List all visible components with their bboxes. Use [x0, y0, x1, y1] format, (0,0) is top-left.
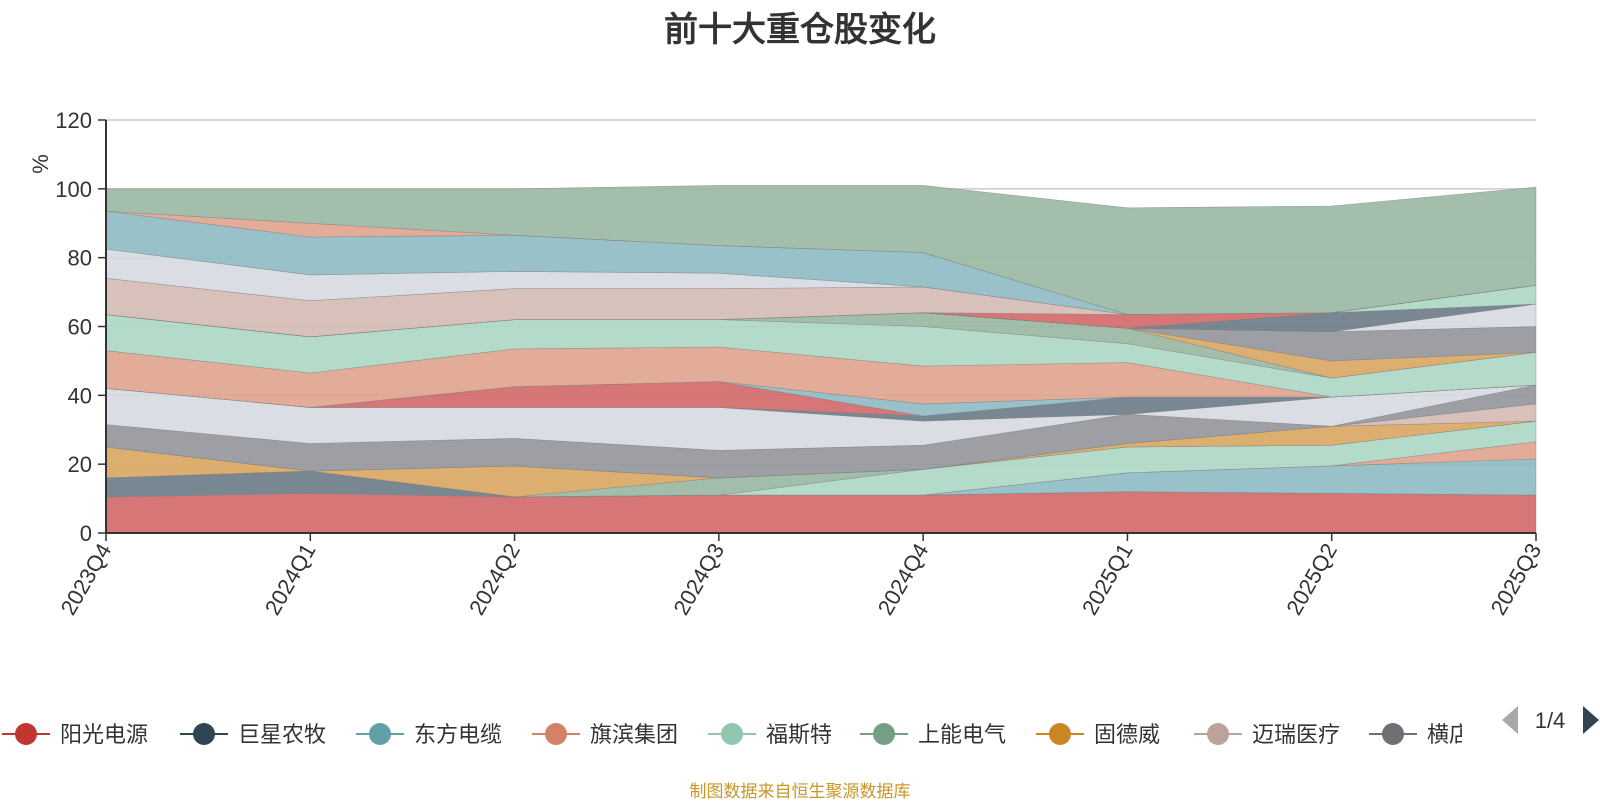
legend-marker-icon	[873, 723, 895, 745]
x-tick-label: 2025Q2	[1281, 539, 1342, 619]
legend-marker-icon	[1382, 723, 1404, 745]
area-series-1[interactable]	[105, 491, 1537, 534]
y-tick-label: 80	[68, 246, 92, 271]
legend-label: 横店东磁	[1427, 722, 1515, 747]
x-tick-label: 2024Q1	[260, 539, 321, 619]
legend-label: 阳光电源	[60, 722, 148, 747]
legend-label: 上能电气	[918, 722, 1006, 747]
legend-marker-icon	[369, 723, 391, 745]
legend-item[interactable]: 巨星农牧	[180, 722, 326, 747]
y-tick-label: 120	[55, 108, 92, 133]
legend-next-icon[interactable]	[1583, 706, 1599, 734]
legend-prev-icon[interactable]	[1502, 706, 1518, 734]
x-tick-label: 2025Q1	[1077, 539, 1138, 619]
y-axis-unit-label: %	[28, 154, 53, 174]
y-tick-label: 60	[68, 315, 92, 340]
legend-item[interactable]: 上能电气	[860, 722, 1006, 747]
legend-item[interactable]: 阳光电源	[2, 722, 148, 747]
legend-label: 迈瑞医疗	[1252, 722, 1340, 747]
legend-pager: 1/4	[1502, 706, 1599, 734]
x-tick-label: 2025Q3	[1486, 539, 1547, 619]
legend-item[interactable]: 固德威	[1036, 722, 1160, 747]
x-tick-label: 2023Q4	[56, 539, 117, 619]
legend-item[interactable]: 东方电缆	[356, 722, 502, 747]
legend-marker-icon	[15, 723, 37, 745]
legend-item[interactable]: 福斯特	[708, 722, 832, 747]
y-tick-label: 0	[80, 521, 92, 546]
legend-marker-icon	[1049, 723, 1071, 745]
x-tick-label: 2024Q2	[464, 539, 525, 619]
legend-item[interactable]: 横店东磁	[1369, 722, 1515, 747]
legend-marker-icon	[193, 723, 215, 745]
legend-marker-icon	[721, 723, 743, 745]
y-tick-label: 20	[68, 452, 92, 477]
x-tick-label: 2024Q4	[873, 539, 934, 619]
legend: 阳光电源 巨星农牧 东方电缆 旗滨集团 福斯特 上能电气 固德威 迈瑞医疗 横店东磁	[2, 722, 1515, 747]
legend-label: 东方电缆	[414, 722, 502, 747]
legend-label: 固德威	[1094, 722, 1160, 747]
y-tick-label: 40	[68, 383, 92, 408]
legend-marker-icon	[545, 723, 567, 745]
legend-marker-icon	[1207, 723, 1229, 745]
chart-title: 前十大重仓股变化	[664, 11, 936, 49]
legend-page-indicator: 1/4	[1535, 708, 1566, 733]
data-source-footer: 制图数据来自恒生聚源数据库	[689, 782, 911, 801]
legend-label: 巨星农牧	[238, 722, 326, 747]
legend-label: 福斯特	[766, 722, 832, 747]
legend-item[interactable]: 迈瑞医疗	[1194, 722, 1340, 747]
y-tick-label: 100	[55, 177, 92, 202]
x-tick-label: 2024Q3	[668, 539, 729, 619]
area-series-27[interactable]	[105, 185, 1537, 315]
legend-label: 旗滨集团	[590, 722, 678, 747]
area-layer	[105, 185, 1537, 534]
legend-item[interactable]: 旗滨集团	[532, 722, 678, 747]
